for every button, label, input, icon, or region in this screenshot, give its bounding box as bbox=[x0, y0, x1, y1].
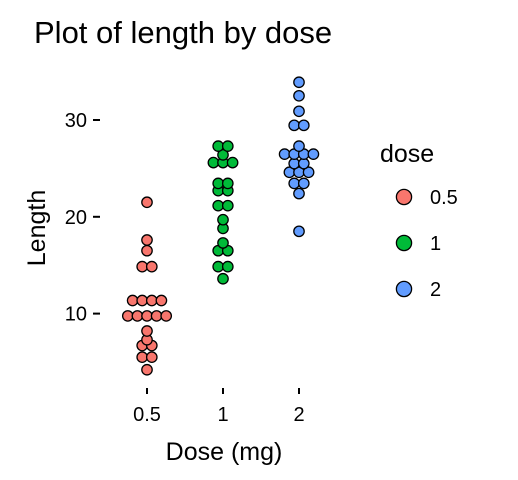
y-tick-label: 30 bbox=[65, 110, 87, 132]
legend-title: dose bbox=[380, 140, 434, 168]
data-point bbox=[293, 225, 305, 238]
data-point bbox=[131, 310, 144, 322]
y-tick-label: 10 bbox=[65, 304, 87, 326]
legend: dose 0.5 1 2 bbox=[380, 140, 458, 301]
data-point bbox=[307, 148, 320, 160]
data-point bbox=[278, 148, 291, 160]
data-point bbox=[141, 234, 153, 246]
data-point bbox=[207, 156, 220, 169]
data-point bbox=[293, 140, 305, 152]
data-point bbox=[136, 294, 149, 307]
data-point bbox=[288, 119, 301, 132]
data-point bbox=[126, 294, 139, 307]
data-point bbox=[221, 140, 234, 152]
legend-swatch bbox=[395, 280, 413, 298]
legend-label: 0.5 bbox=[430, 187, 458, 209]
y-axis: 10 20 30 bbox=[65, 110, 100, 326]
data-point bbox=[145, 294, 158, 307]
data-point bbox=[212, 177, 225, 190]
x-tick-label: 2 bbox=[293, 404, 304, 426]
data-point bbox=[212, 199, 225, 212]
data-point bbox=[136, 260, 149, 273]
data-point bbox=[217, 213, 229, 226]
data-point bbox=[297, 119, 310, 132]
data-point bbox=[293, 89, 305, 102]
x-tick-label: 1 bbox=[217, 404, 228, 426]
data-point bbox=[212, 140, 225, 152]
data-point bbox=[293, 187, 305, 200]
data-point bbox=[217, 272, 229, 285]
y-axis-title: Length bbox=[23, 190, 51, 266]
data-point bbox=[293, 105, 305, 118]
data-point bbox=[141, 196, 153, 209]
data-point bbox=[141, 244, 153, 257]
data-point bbox=[121, 310, 134, 322]
y-tick-label: 20 bbox=[65, 207, 87, 229]
data-point bbox=[221, 260, 234, 273]
data-point bbox=[155, 294, 168, 307]
data-point bbox=[226, 156, 239, 169]
chart-title: Plot of length by dose bbox=[34, 15, 332, 50]
data-point bbox=[160, 310, 173, 322]
data-point bbox=[297, 177, 310, 190]
x-tick-label: 0.5 bbox=[133, 404, 161, 426]
data-point bbox=[136, 351, 149, 364]
legend-swatch bbox=[395, 188, 413, 206]
data-point bbox=[145, 351, 158, 364]
data-point bbox=[221, 177, 234, 190]
data-point bbox=[302, 166, 315, 179]
data-point bbox=[288, 177, 301, 190]
data-point bbox=[141, 363, 153, 376]
data-point bbox=[212, 260, 225, 273]
x-axis: 0.5 1 2 bbox=[133, 388, 305, 426]
data-point bbox=[141, 310, 153, 322]
plot-area bbox=[121, 76, 320, 376]
data-point bbox=[145, 260, 158, 273]
legend-label: 2 bbox=[430, 279, 441, 301]
data-point bbox=[217, 148, 229, 161]
legend-swatch bbox=[395, 234, 413, 252]
x-axis-title: Dose (mg) bbox=[166, 438, 283, 466]
data-point bbox=[141, 325, 153, 337]
data-point bbox=[221, 199, 234, 212]
data-point bbox=[217, 237, 229, 249]
data-point bbox=[293, 76, 305, 89]
legend-label: 1 bbox=[430, 233, 441, 255]
data-point bbox=[150, 310, 163, 322]
